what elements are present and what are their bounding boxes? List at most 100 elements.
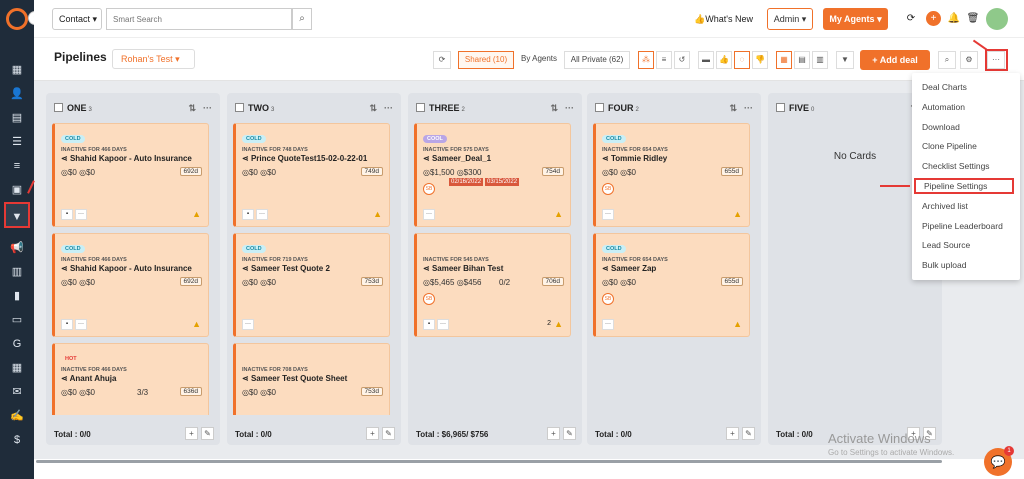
card-menu-icon[interactable]: ···	[602, 319, 614, 330]
menu-item-download[interactable]: Download	[922, 121, 960, 132]
edit-column-icon[interactable]: ✎	[742, 427, 755, 440]
sidebar-contact-card-icon[interactable]: ▣	[11, 184, 23, 196]
search-icon[interactable]: ⌕	[292, 8, 312, 30]
menu-item-deal-charts[interactable]: Deal Charts	[922, 82, 967, 92]
column-checkbox[interactable]	[235, 103, 244, 112]
smart-search-input[interactable]	[106, 8, 292, 30]
sidebar-calendar-icon[interactable]: ▦	[11, 362, 23, 374]
deal-card[interactable]: INACTIVE FOR 545 DAYS ⋖ Sameer Bihan Test…	[414, 233, 571, 337]
board-view-icon[interactable]: ⁂	[638, 51, 654, 69]
sidebar-tasks-icon[interactable]: ☰	[12, 136, 22, 148]
deal-name[interactable]: ⋖ Shahid Kapoor - Auto Insurance	[61, 264, 192, 273]
add-card-icon[interactable]: +	[726, 427, 739, 440]
sidebar-billing-icon[interactable]: $	[13, 434, 21, 446]
sort-icon[interactable]: ⇅	[188, 103, 196, 113]
card-menu-icon[interactable]: ···	[242, 319, 254, 330]
deal-card[interactable]: COLD INACTIVE FOR 466 DAYS ⋖ Shahid Kapoor…	[52, 123, 209, 227]
add-icon[interactable]: +	[926, 11, 941, 26]
message-icon[interactable]: ▪	[61, 319, 73, 330]
add-card-icon[interactable]: +	[185, 427, 198, 440]
avatar[interactable]	[986, 8, 1008, 30]
edit-column-icon[interactable]: ✎	[382, 427, 395, 440]
sidebar-google-icon[interactable]: G	[12, 338, 22, 350]
add-deal-button[interactable]: + Add deal	[860, 50, 930, 70]
sidebar-analytics-icon[interactable]: ▮	[13, 290, 21, 302]
message-icon[interactable]: ▪	[423, 319, 435, 330]
menu-item-pipeline-leaderboard[interactable]: Pipeline Leaderboard	[922, 220, 1003, 231]
agent-avatar[interactable]: SB	[602, 183, 614, 195]
card-menu-icon[interactable]: ···	[256, 209, 268, 220]
search-pipeline-icon[interactable]: ⌕	[938, 51, 956, 69]
deal-name[interactable]: ⋖ Sameer Zap	[602, 264, 657, 273]
compact-view-icon[interactable]: ▤	[794, 51, 810, 69]
sidebar-list-icon[interactable]: ≡	[13, 160, 21, 172]
admin-select[interactable]: Admin ▾	[767, 8, 813, 30]
menu-item-clone-pipeline[interactable]: Clone Pipeline	[922, 141, 977, 152]
tab-all-private[interactable]: All Private (62)	[564, 51, 630, 69]
pipeline-select[interactable]: Rohan's Test ▾	[112, 49, 195, 69]
trash-icon[interactable]: 🗑	[966, 13, 980, 24]
deal-name[interactable]: ⋖ Tommie Ridley	[602, 154, 668, 163]
app-logo[interactable]	[6, 8, 28, 30]
sort-icon[interactable]: ⇅	[369, 103, 377, 113]
message-icon[interactable]: ▪	[242, 209, 254, 220]
deal-card[interactable]: COLD INACTIVE FOR 466 DAYS ⋖ Shahid Kapoor…	[52, 233, 209, 337]
menu-item-pipeline-settings[interactable]: Pipeline Settings	[914, 178, 1014, 194]
agent-avatar[interactable]: SB	[423, 183, 435, 195]
sort-icon[interactable]: ⇅	[729, 103, 737, 113]
sidebar-contacts-icon[interactable]: 👤	[10, 88, 24, 100]
sidebar-campaign-icon[interactable]: 📢	[10, 242, 24, 254]
sidebar-reports-icon[interactable]: ▥	[11, 266, 23, 278]
column-menu-icon[interactable]: ···	[565, 103, 574, 113]
add-card-icon[interactable]: +	[907, 427, 920, 440]
deal-name[interactable]: ⋖ Sameer_Deal_1	[423, 154, 492, 163]
my-agents-button[interactable]: My Agents ▾	[823, 8, 888, 30]
deal-name[interactable]: ⋖ Anant Ahuja	[61, 374, 117, 383]
deal-card[interactable]: COLD INACTIVE FOR 748 DAYS ⋖ Prince QuoteT…	[233, 123, 390, 227]
menu-item-archived-list[interactable]: Archived list	[922, 200, 968, 211]
menu-item-automation[interactable]: Automation	[922, 101, 965, 112]
card-menu-icon[interactable]: ···	[437, 319, 449, 330]
won-icon[interactable]: 👍	[716, 51, 732, 69]
gear-icon[interactable]: ⚙	[960, 51, 978, 69]
list-view-icon[interactable]: ≡	[656, 51, 672, 69]
more-options-button[interactable]: ···	[987, 51, 1005, 69]
sort-icon[interactable]: ⇅	[550, 103, 558, 113]
sidebar-email-icon[interactable]: ✉	[12, 386, 22, 398]
menu-item-bulk-upload[interactable]: Bulk upload	[922, 260, 967, 271]
message-icon[interactable]: ▪	[61, 209, 73, 220]
column-menu-icon[interactable]: ···	[203, 103, 212, 113]
card-menu-icon[interactable]: ···	[75, 319, 87, 330]
edit-column-icon[interactable]: ✎	[201, 427, 214, 440]
card-menu-icon[interactable]: ···	[75, 209, 87, 220]
deal-card[interactable]: COLD INACTIVE FOR 719 DAYS ⋖ Sameer Test Q…	[233, 233, 390, 337]
grid-view-icon[interactable]: ▦	[776, 51, 792, 69]
filter-icon[interactable]: ▼	[836, 51, 854, 69]
deal-card[interactable]: COOL INACTIVE FOR 575 DAYS ⋖ Sameer_Deal_1…	[414, 123, 571, 227]
edit-column-icon[interactable]: ✎	[563, 427, 576, 440]
column-checkbox[interactable]	[595, 103, 604, 112]
refresh-icon[interactable]: ⟳	[906, 13, 916, 24]
sidebar-dashboard-icon[interactable]: ▦	[11, 64, 23, 76]
lost-icon[interactable]: 👎	[752, 51, 768, 69]
table-view-icon[interactable]: ▥	[812, 51, 828, 69]
deal-card[interactable]: INACTIVE FOR 708 DAYS ⋖ Sameer Test Quote…	[233, 343, 390, 415]
whats-new-link[interactable]: 👍What's New	[694, 14, 753, 24]
menu-item-lead-source[interactable]: Lead Source	[922, 240, 971, 251]
menu-item-checklist-settings[interactable]: Checklist Settings	[922, 161, 990, 172]
tab-by-agents[interactable]: By Agents	[514, 51, 564, 69]
horizontal-scrollbar[interactable]	[36, 460, 942, 463]
card-menu-icon[interactable]: ···	[423, 209, 435, 220]
sidebar-signature-icon[interactable]: ✍	[10, 410, 24, 422]
bell-icon[interactable]: 🔔	[947, 13, 961, 24]
open-deals-icon[interactable]: ◌	[734, 51, 750, 69]
card-menu-icon[interactable]: ···	[602, 209, 614, 220]
deal-name[interactable]: ⋖ Sameer Test Quote Sheet	[242, 374, 348, 383]
deal-name[interactable]: ⋖ Prince QuoteTest15-02-0-22-01	[242, 154, 368, 163]
refresh-pipeline-icon[interactable]: ⟳	[433, 51, 451, 69]
agent-avatar[interactable]: SB	[602, 293, 614, 305]
sidebar-folder-icon[interactable]: ▭	[11, 314, 23, 326]
deal-card[interactable]: COLD INACTIVE FOR 654 DAYS ⋖ Sameer Zap ◎$0…	[593, 233, 750, 337]
tab-shared[interactable]: Shared (10)	[458, 51, 514, 69]
agent-avatar[interactable]: SB	[423, 293, 435, 305]
